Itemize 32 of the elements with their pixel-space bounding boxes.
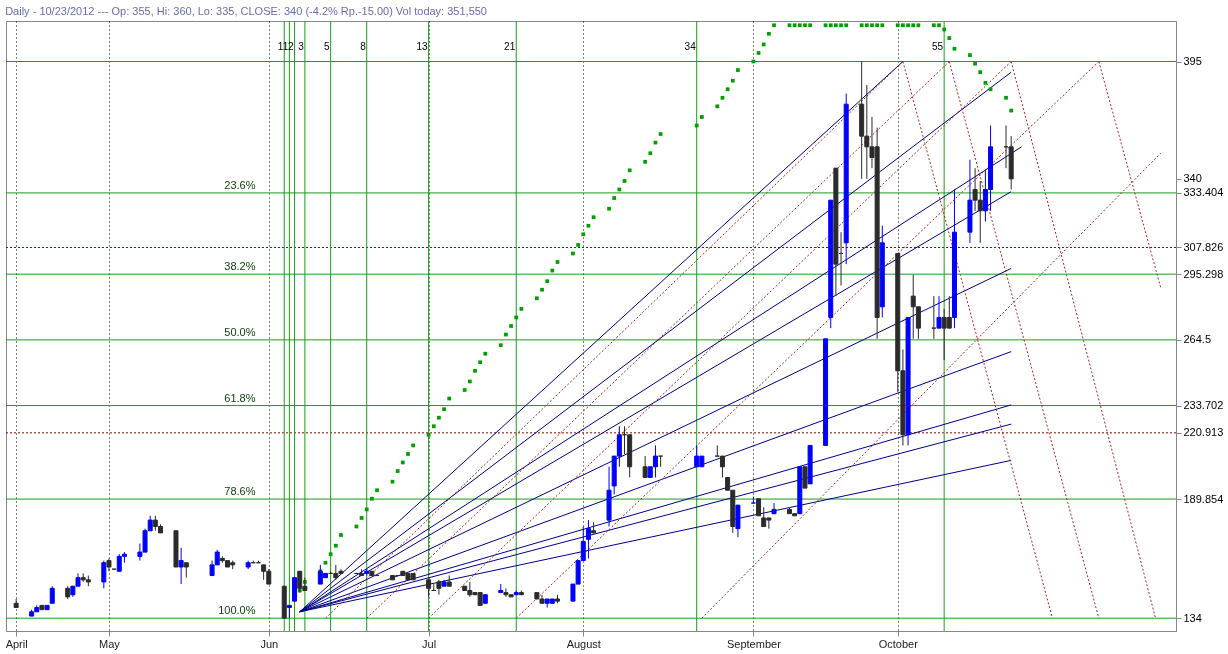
y-tick-label: 220.913 xyxy=(1183,426,1224,439)
ref-line-label: 5 xyxy=(324,41,331,52)
ref-line-label: 1 xyxy=(277,41,284,52)
annotation: 23.6% xyxy=(224,178,256,191)
y-tick-label: 307.826 xyxy=(1183,240,1224,253)
y-tick-label: 134 xyxy=(1183,611,1202,624)
ref-line-label: 8 xyxy=(360,41,367,52)
y-tick-label: 395 xyxy=(1183,55,1202,68)
x-tick-label: April xyxy=(5,637,28,650)
x-tick-label: October xyxy=(878,637,919,650)
y-tick-label: 340 xyxy=(1183,172,1202,185)
annotation: 100.0% xyxy=(218,604,256,617)
ref-line-label: 13 xyxy=(416,41,429,52)
y-tick-label: 189.854 xyxy=(1183,492,1224,505)
annotation: 50.0% xyxy=(224,325,256,338)
annotation: 78.6% xyxy=(224,485,256,498)
chart-title: Daily - 10/23/2012 --- Op: 355, Hi: 360, Lo: 335, CLOSE: 340 (-4.2% Rp.-15.00) Vol today: 351,550 xyxy=(5,4,487,17)
annotation: 38.2% xyxy=(224,260,256,273)
ref-line-label: 3 xyxy=(298,41,305,52)
ref-line-label: 34 xyxy=(684,41,697,52)
ref-line-label: 21 xyxy=(504,41,516,52)
y-tick-label: 264.5 xyxy=(1183,333,1212,346)
ref-line-label: 55 xyxy=(932,41,944,52)
x-tick-label: Jul xyxy=(422,637,437,650)
y-tick-label: 233.702 xyxy=(1183,399,1224,412)
x-tick-label: September xyxy=(726,637,782,650)
y-tick-label: 333.404 xyxy=(1183,186,1224,199)
x-tick-label: August xyxy=(566,637,601,650)
x-tick-label: Jun xyxy=(260,637,279,650)
x-tick-label: May xyxy=(99,637,121,650)
annotation: 61.8% xyxy=(224,391,256,404)
y-tick-label: 295.298 xyxy=(1183,267,1224,280)
